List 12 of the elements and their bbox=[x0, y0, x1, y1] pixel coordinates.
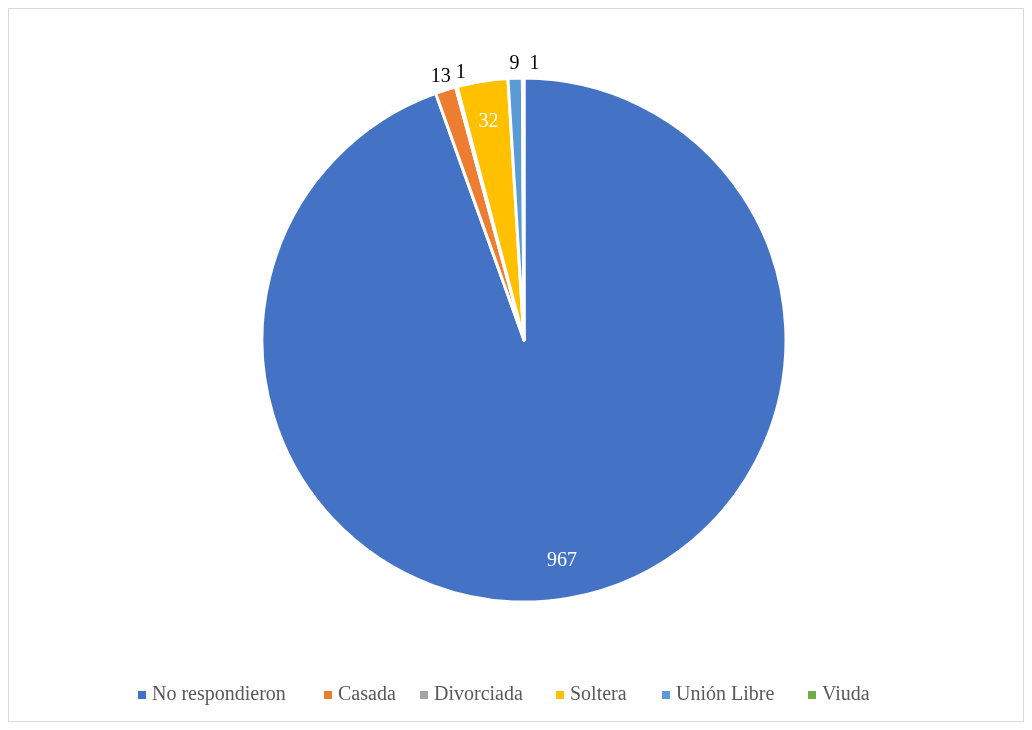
legend-label: Casada bbox=[338, 682, 396, 704]
data-label: 1 bbox=[529, 51, 540, 73]
data-label: 1 bbox=[455, 60, 466, 83]
data-label: 967 bbox=[547, 548, 578, 571]
data-label: 32 bbox=[478, 109, 499, 132]
legend-label: Viuda bbox=[822, 682, 870, 704]
data-label: 13 bbox=[430, 63, 451, 86]
legend-label: Divorciada bbox=[434, 682, 523, 704]
legend-label: No respondieron bbox=[152, 682, 286, 705]
legend-label: Unión Libre bbox=[676, 682, 775, 704]
data-label: 9 bbox=[509, 51, 520, 74]
legend-label: Soltera bbox=[570, 682, 627, 704]
